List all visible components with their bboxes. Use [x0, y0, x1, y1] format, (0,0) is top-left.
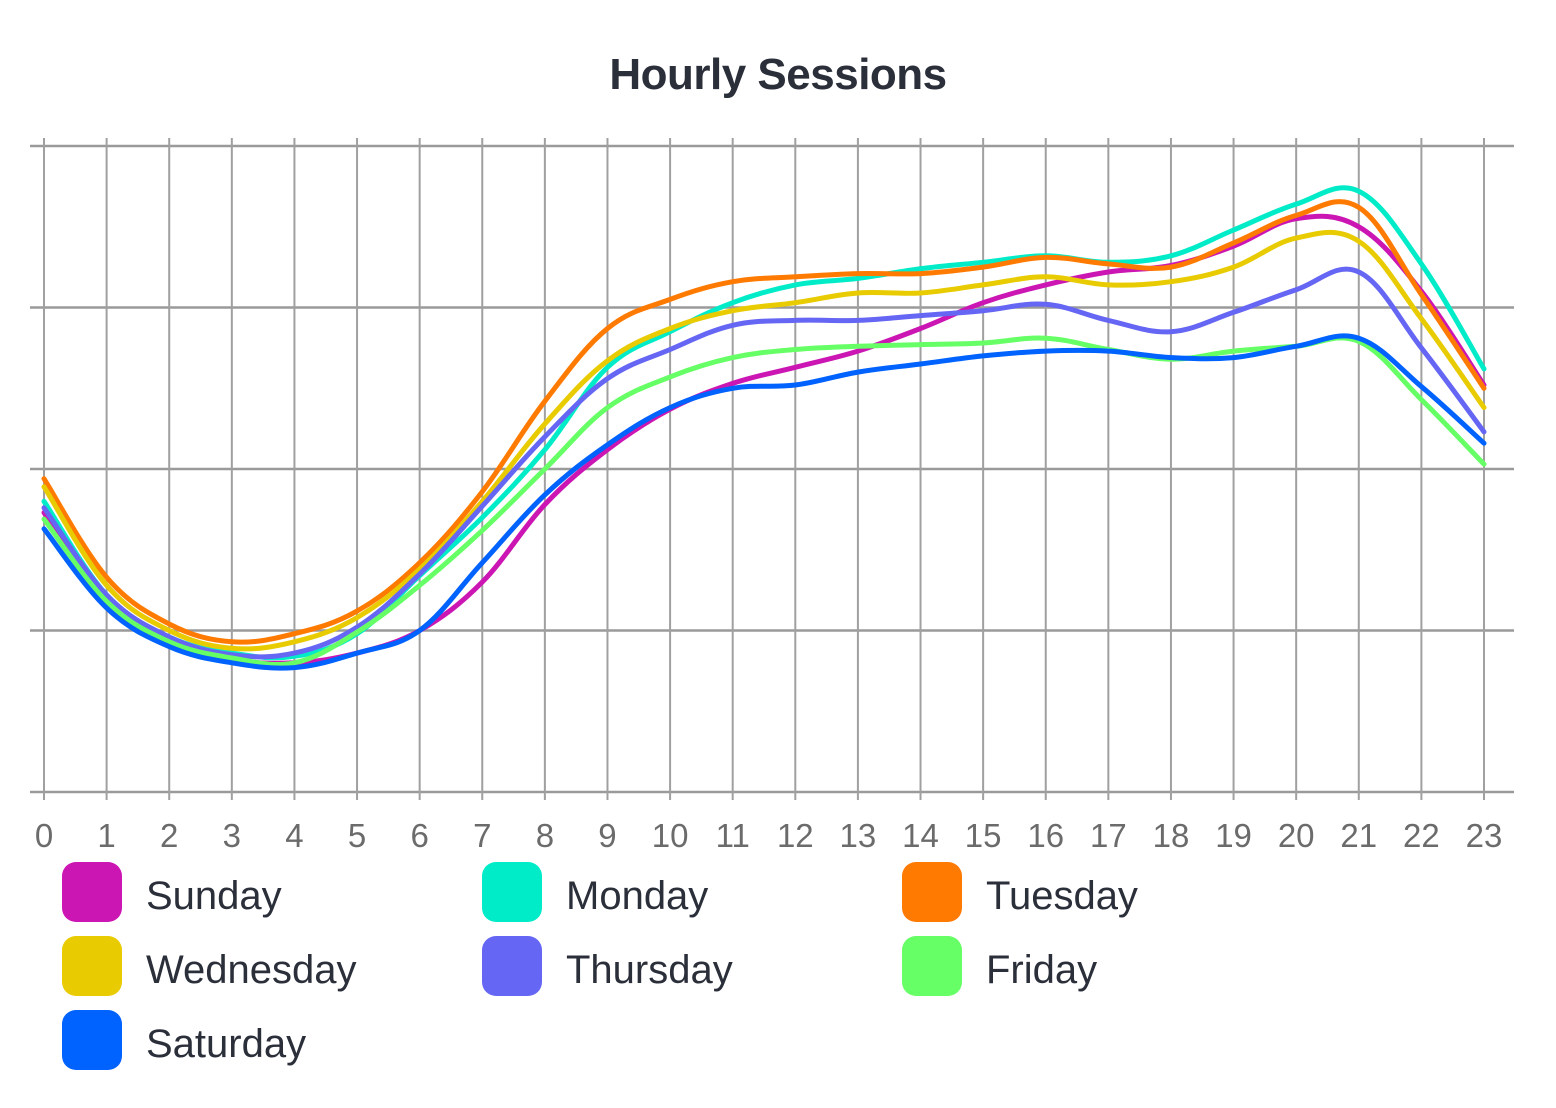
x-tick-label: 18 — [1153, 817, 1190, 854]
chart-title: Hourly Sessions — [609, 50, 947, 99]
legend-label: Sunday — [146, 874, 282, 918]
legend-swatch — [62, 936, 122, 996]
legend-label: Wednesday — [146, 948, 357, 992]
series-line-saturday — [41, 333, 1487, 671]
x-tick-label: 12 — [777, 817, 814, 854]
series-lines — [41, 185, 1487, 671]
series-line-friday — [41, 335, 1487, 668]
legend-swatch — [902, 936, 962, 996]
legend-label: Saturday — [146, 1022, 307, 1066]
x-tick-label: 17 — [1090, 817, 1127, 854]
x-tick-label: 16 — [1027, 817, 1064, 854]
legend-swatch — [482, 936, 542, 996]
x-tick-label: 8 — [536, 817, 554, 854]
series-line-sunday — [41, 213, 1487, 666]
x-tick-label: 10 — [652, 817, 689, 854]
x-tick-label: 14 — [902, 817, 939, 854]
series-line-tuesday — [41, 199, 1487, 645]
legend-swatch — [482, 862, 542, 922]
x-tick-label: 23 — [1466, 817, 1503, 854]
legend-label: Thursday — [566, 948, 733, 992]
x-tick-label: 7 — [473, 817, 491, 854]
series-line-wednesday — [41, 229, 1487, 652]
x-tick-label: 20 — [1278, 817, 1315, 854]
x-tick-label: 19 — [1215, 817, 1252, 854]
legend-label: Friday — [986, 948, 1098, 992]
x-tick-label: 2 — [160, 817, 178, 854]
series-line-thursday — [41, 266, 1487, 660]
x-tick-label: 22 — [1403, 817, 1440, 854]
grid — [30, 138, 1514, 800]
x-axis-ticks: 0 1 2 3 4 5 6 7 8 9 10 11 12 13 14 15 16 17 18 19 20 21 22 23 — [35, 817, 1503, 854]
x-tick-label: 11 — [716, 817, 750, 854]
legend-label: Tuesday — [986, 874, 1138, 918]
legend-swatch — [62, 862, 122, 922]
x-tick-label: 0 — [35, 817, 53, 854]
legend-label: Monday — [566, 874, 709, 918]
legend-swatch — [902, 862, 962, 922]
series-line-monday — [41, 185, 1487, 661]
x-tick-label: 9 — [598, 817, 616, 854]
x-tick-label: 3 — [223, 817, 241, 854]
x-tick-label: 1 — [97, 817, 115, 854]
x-tick-label: 6 — [410, 817, 428, 854]
legend-swatch — [62, 1010, 122, 1070]
x-tick-label: 15 — [965, 817, 1002, 854]
x-tick-label: 21 — [1340, 817, 1377, 854]
x-tick-label: 4 — [285, 817, 303, 854]
x-tick-label: 5 — [348, 817, 366, 854]
x-tick-label: 13 — [840, 817, 877, 854]
